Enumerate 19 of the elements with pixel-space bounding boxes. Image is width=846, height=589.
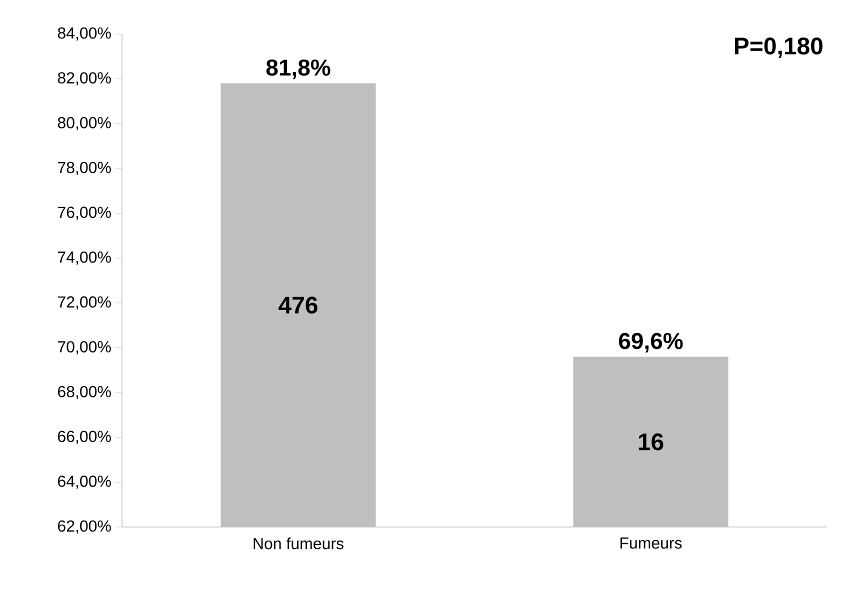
y-tick-label: 76,00% xyxy=(58,206,111,220)
annotation: 476 xyxy=(278,296,318,314)
y-tick-label: 68,00% xyxy=(58,386,111,400)
data-label: 81,8% xyxy=(266,59,330,80)
data-label: 69,6% xyxy=(618,332,683,352)
y-tick-label: 70,00% xyxy=(58,341,111,354)
y-tick-label: 62,00% xyxy=(58,520,111,534)
y-tick-label: 64,00% xyxy=(58,476,111,489)
x-tick-label: Fumeurs xyxy=(620,538,682,549)
y-tick-label: 66,00% xyxy=(58,430,111,444)
annotation: P=0,180 xyxy=(734,38,822,58)
y-tick-label: 82,00% xyxy=(58,72,111,86)
y-tick-label: 80,00% xyxy=(58,117,111,130)
y-tick-label: 84,00% xyxy=(58,27,111,41)
annotation: 16 xyxy=(638,433,664,450)
y-tick-label: 72,00% xyxy=(58,296,111,310)
x-tick-label: Non fumeurs xyxy=(254,538,344,550)
y-tick-label: 74,00% xyxy=(58,251,111,265)
y-tick-label: 78,00% xyxy=(58,162,111,176)
